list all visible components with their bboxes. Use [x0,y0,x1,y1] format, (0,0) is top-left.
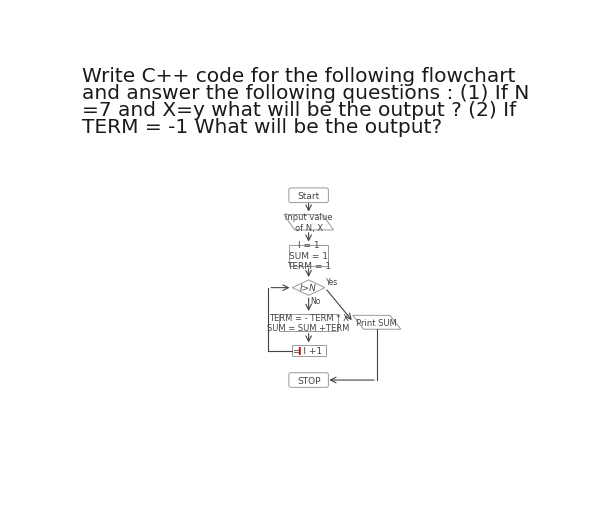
Text: and answer the following questions : (1) If N: and answer the following questions : (1)… [82,84,530,103]
Text: No: No [310,296,320,306]
Bar [279,314,338,331]
FancyBboxPatch shape [289,373,328,388]
Text: STOP: STOP [297,376,320,385]
Text: I: I [298,346,301,356]
Bar [289,245,328,267]
Text: Print SUM: Print SUM [356,318,397,327]
Text: input value
of N, X: input value of N, X [285,213,333,232]
Text: Write C++ code for the following flowchart: Write C++ code for the following flowcha… [82,67,516,86]
Text: = I +1: = I +1 [292,346,322,356]
Bar [292,346,326,357]
Text: =7 and X=y what will be the output ? (2) If: =7 and X=y what will be the output ? (2)… [82,100,516,120]
Text: I>N: I>N [300,284,317,292]
Text: Start: Start [298,191,320,200]
Text: TERM = - TERM * X
SUM = SUM +TERM: TERM = - TERM * X SUM = SUM +TERM [267,313,350,332]
Text: TERM = -1 What will be the output?: TERM = -1 What will be the output? [82,118,443,136]
Polygon shape [353,316,401,330]
Polygon shape [284,215,333,230]
FancyBboxPatch shape [289,188,328,203]
Polygon shape [292,280,325,296]
Text: Yes: Yes [326,278,339,286]
Text: I = 1
SUM = 1
TERM = 1: I = 1 SUM = 1 TERM = 1 [287,241,331,271]
